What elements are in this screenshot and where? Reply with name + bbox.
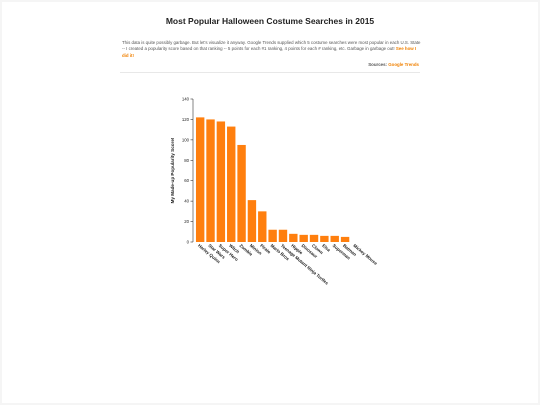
bar	[309, 234, 319, 242]
y-tick-label: 80	[184, 158, 189, 163]
bar	[247, 200, 257, 242]
y-tick-label: 140	[182, 97, 190, 102]
bar	[289, 233, 298, 242]
bar	[195, 117, 205, 242]
bars	[195, 117, 350, 242]
y-tick-label: 60	[184, 178, 189, 183]
y-axis-label: My Made-up Popularity Score!	[170, 137, 175, 203]
y-tick-label: 40	[184, 199, 189, 204]
y-axis: 0 20 40 60 80 100 120 140	[182, 97, 194, 245]
description-text: This data is quite possibly garbage. But…	[122, 40, 421, 52]
bar	[237, 144, 246, 242]
bar	[258, 211, 267, 242]
bar	[320, 235, 329, 242]
y-tick-label: 20	[184, 219, 189, 224]
bar	[330, 235, 339, 242]
y-tick-label: 0	[187, 240, 190, 245]
description: This data is quite possibly garbage. But…	[122, 40, 422, 59]
sources-label: Sources:	[368, 62, 388, 67]
sources-line: Sources: Google Trends	[300, 62, 419, 67]
see-how-link[interactable]: See how I did it!	[122, 46, 417, 58]
bar	[278, 229, 288, 242]
y-tick-label: 100	[182, 137, 190, 142]
bar	[227, 126, 236, 242]
x-tick-label: Elsa	[321, 243, 332, 253]
page-title: Most Popular Halloween Costume Searches …	[165, 16, 375, 26]
google-trends-link[interactable]: Google Trends	[388, 62, 419, 67]
divider	[120, 72, 420, 73]
y-tick-label: 120	[182, 117, 190, 122]
bar	[206, 119, 215, 242]
bar	[268, 229, 277, 242]
x-tick-label: Witch	[228, 243, 241, 255]
bar	[216, 121, 226, 242]
bar	[299, 234, 308, 242]
bar	[340, 236, 350, 242]
